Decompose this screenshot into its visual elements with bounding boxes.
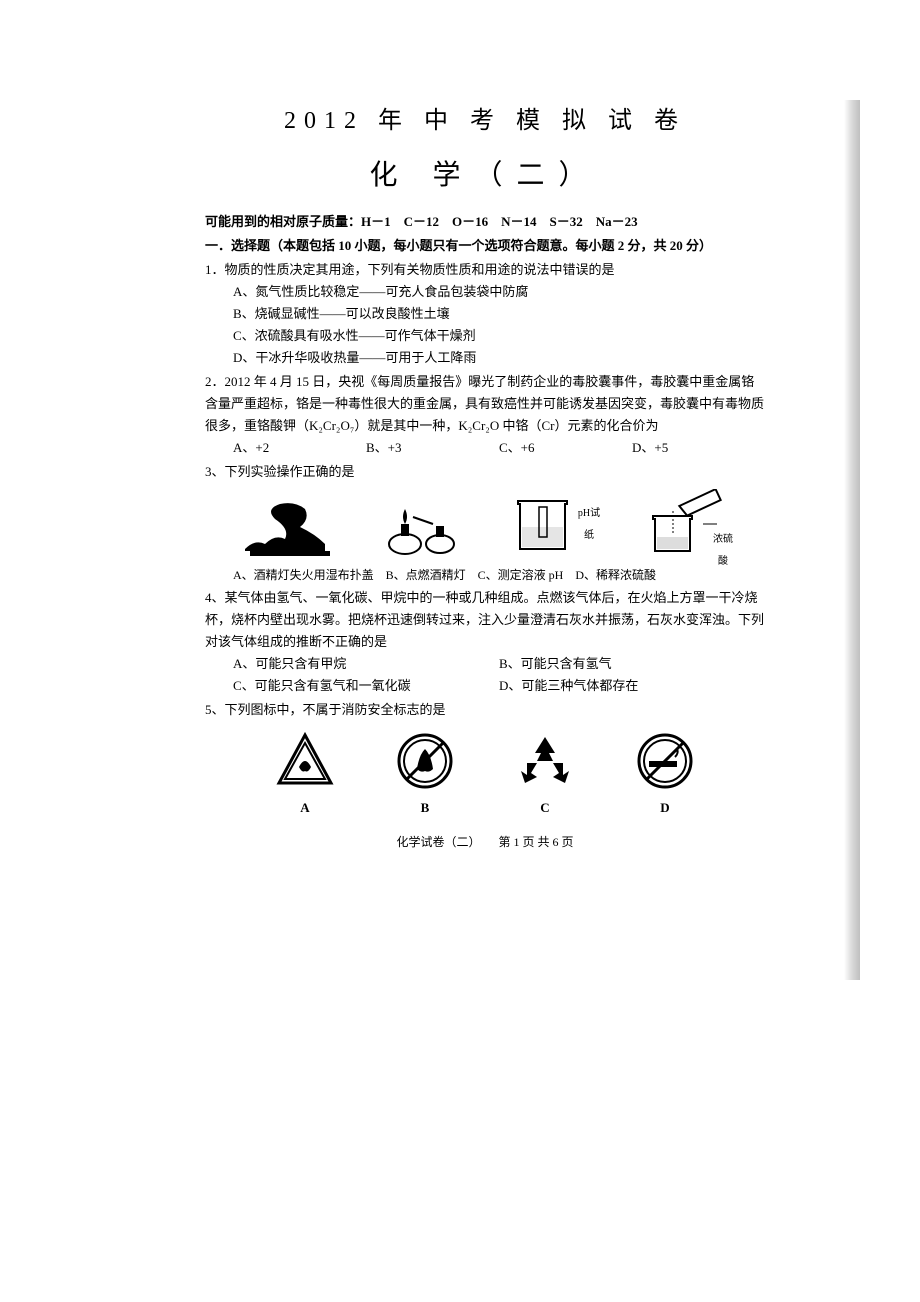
q2-stem: 2．2012 年 4 月 15 日，央视《每周质量报告》曝光了制药企业的毒胶囊事… (205, 371, 765, 437)
q3-images-row: pH试纸 浓硫酸 (205, 489, 765, 559)
question-5: 5、下列图标中，不属于消防安全标志的是 (205, 699, 765, 819)
q5-icon-b-circle-prohibition (395, 731, 455, 791)
ph-paper-label: pH试纸 (573, 503, 605, 547)
q3-image-a (235, 489, 345, 559)
q3-image-b (365, 489, 475, 559)
question-1: 1．物质的性质决定其用途，下列有关物质性质和用途的说法中错误的是 A、氮气性质比… (205, 259, 765, 369)
question-3: 3、下列实验操作正确的是 (205, 461, 765, 585)
q4-option-d: D、可能三种气体都存在 (499, 675, 765, 697)
q4-option-b: B、可能只含有氢气 (499, 653, 765, 675)
q5-label-d: D (635, 797, 695, 819)
exam-subtitle: 化 学（二） (205, 153, 765, 193)
no-fire-circle-icon (395, 731, 455, 791)
no-smoking-circle-icon (635, 731, 695, 791)
light-alcohol-lamp-icon (365, 489, 475, 559)
q5-label-a: A (275, 797, 335, 819)
triangle-warning-icon (275, 731, 335, 791)
recycle-arrows-icon (515, 731, 575, 791)
page-wrapper: 2012 年 中 考 模 拟 试 卷 化 学（二） 可能用到的相对原子质量：H－… (35, 0, 885, 850)
question-2: 2．2012 年 4 月 15 日，央视《每周质量报告》曝光了制药企业的毒胶囊事… (205, 371, 765, 459)
q5-images-row (205, 731, 765, 791)
q4-option-a: A、可能只含有甲烷 (233, 653, 499, 675)
q5-icon-d-circle-no-smoking (635, 731, 695, 791)
q1-stem: 1．物质的性质决定其用途，下列有关物质性质和用途的说法中错误的是 (205, 259, 765, 281)
q1-option-a: A、氮气性质比较稳定——可充人食品包装袋中防腐 (233, 281, 765, 303)
q1-option-c: C、浓硫酸具有吸水性——可作气体干燥剂 (233, 325, 765, 347)
page-footer: 化学试卷（二） 第 1 页 共 6 页 (205, 833, 765, 850)
question-4: 4、某气体由氢气、一氧化碳、甲烷中的一种或几种组成。点燃该气体后，在火焰上方罩一… (205, 587, 765, 697)
q2-option-d: D、+5 (632, 437, 765, 459)
q5-icon-a-triangle-warning (275, 731, 335, 791)
q3-captions: A、酒精灯失火用湿布扑盖 B、点燃酒精灯 C、测定溶液 pH D、稀释浓硫酸 (205, 565, 765, 585)
section-1-header: 一．选择题（本题包括 10 小题，每小题只有一个选项符合题意。每小题 2 分，共… (205, 235, 765, 257)
acid-label: 浓硫酸 (711, 529, 735, 573)
q2-option-c: C、+6 (499, 437, 632, 459)
q5-stem: 5、下列图标中，不属于消防安全标志的是 (205, 699, 765, 721)
exam-content: 2012 年 中 考 模 拟 试 卷 化 学（二） 可能用到的相对原子质量：H－… (205, 100, 765, 850)
q3-image-c: pH试纸 (495, 489, 605, 559)
q5-label-c: C (515, 797, 575, 819)
q4-stem: 4、某气体由氢气、一氧化碳、甲烷中的一种或几种组成。点燃该气体后，在火焰上方罩一… (205, 587, 765, 653)
q3-stem: 3、下列实验操作正确的是 (205, 461, 765, 483)
exam-main-title: 2012 年 中 考 模 拟 试 卷 (205, 100, 765, 135)
q5-icon-c-recycle (515, 731, 575, 791)
q1-option-d: D、干冰升华吸收热量——可用于人工降雨 (233, 347, 765, 369)
q3-image-d: 浓硫酸 (625, 489, 735, 559)
q5-labels-row: A B C D (205, 797, 765, 819)
q2-option-a: A、+2 (233, 437, 366, 459)
q1-option-b: B、烧碱显碱性——可以改良酸性土壤 (233, 303, 765, 325)
q5-label-b: B (395, 797, 455, 819)
wet-cloth-extinguish-icon (235, 489, 345, 559)
q2-option-b: B、+3 (366, 437, 499, 459)
atomic-mass-info: 可能用到的相对原子质量：H－1 C－12 O－16 N－14 S－32 Na－2… (205, 211, 765, 233)
q4-option-c: C、可能只含有氢气和一氧化碳 (233, 675, 499, 697)
